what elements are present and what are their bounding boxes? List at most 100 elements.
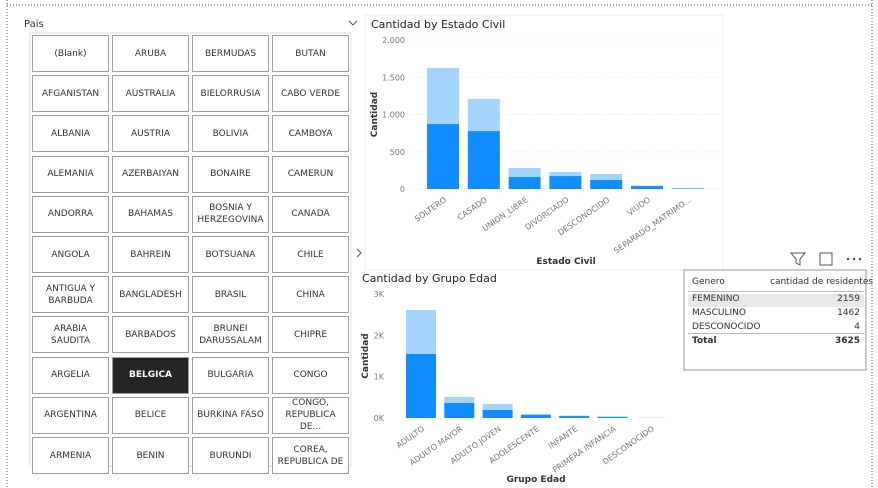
bar — [520, 413, 551, 415]
table-cell: MASCULINO — [692, 308, 746, 318]
slicer-item[interactable]: BOSNIA Y HERZEGOVINA — [192, 195, 269, 233]
slicer-item[interactable]: ARMENIA — [32, 437, 109, 474]
bar — [508, 167, 541, 178]
slicer-item[interactable]: AUSTRIA — [112, 115, 189, 153]
slicer-item[interactable]: ANTIGUA Y BARBUDA — [32, 276, 109, 314]
chart-title: Cantidad by Estado Civil — [371, 18, 505, 31]
bar — [590, 179, 623, 189]
slicer-item[interactable]: BELICE — [112, 396, 189, 434]
table-row: MASCULINO 1462 — [688, 308, 864, 321]
slicer-item[interactable]: BRASIL — [192, 276, 269, 314]
slicer-item[interactable]: COREA, REPUBLICA DE — [272, 437, 349, 474]
table-cell: FEMENINO — [692, 294, 740, 304]
slicer-dropdown[interactable] — [348, 20, 358, 26]
slicer-item[interactable]: CAMBOYA — [272, 115, 349, 153]
slicer-item[interactable]: ARUBA — [112, 35, 189, 72]
bar — [406, 309, 436, 355]
slicer-item[interactable]: ARGELIA — [32, 356, 109, 394]
slicer-item[interactable]: ANGOLA — [32, 236, 109, 273]
x-tick-label: UNION_LIBRE — [481, 195, 530, 233]
table-box — [683, 269, 867, 371]
slicer-item[interactable]: BURKINA FASO — [192, 396, 269, 434]
table-row: FEMENINO 2159 — [688, 294, 864, 307]
x-tick-label: SEPARADO_MATRIMO... — [612, 195, 693, 255]
scroll-arrow[interactable] — [356, 248, 362, 258]
table-header: Genero — [692, 277, 725, 287]
slicer-item[interactable]: BRUNEI DARUSSALAM — [192, 316, 269, 354]
slicer-item[interactable]: CHILE — [272, 236, 349, 273]
slicer-item[interactable]: CONGO — [272, 356, 349, 394]
y-tick-label: 3K — [374, 290, 385, 299]
bar — [482, 409, 513, 418]
y-tick-label: 2.000 — [382, 36, 405, 45]
slicer-item[interactable]: AFGANISTAN — [32, 75, 109, 113]
x-axis-label: Estado Civil — [536, 257, 595, 267]
table-cell: 3625 — [834, 336, 860, 346]
bar — [444, 397, 475, 403]
slicer-item[interactable]: CHIPRE — [272, 316, 349, 354]
bar — [482, 403, 513, 410]
table-row: Total 3625 — [688, 336, 864, 349]
bar — [590, 174, 623, 180]
x-axis-label: Grupo Edad — [506, 475, 565, 485]
slicer-item[interactable]: AZERBAIYAN — [112, 155, 189, 193]
slicer-item[interactable]: ALEMANIA — [32, 155, 109, 193]
filter-icon[interactable] — [789, 252, 807, 266]
y-tick-label: 0K — [374, 414, 385, 423]
slicer-item[interactable]: CABO VERDE — [272, 75, 349, 113]
bar — [406, 354, 436, 418]
slicer-item[interactable]: ARABIA SAUDITA — [32, 316, 109, 354]
slicer-item[interactable]: BIELORRUSIA — [192, 75, 269, 113]
slicer-item[interactable]: ANDORRA — [32, 195, 109, 233]
slicer-item[interactable]: BOTSUANA — [192, 236, 269, 273]
chart-title: Cantidad by Grupo Edad — [362, 272, 497, 285]
slicer-item[interactable]: BANGLADESH — [112, 276, 189, 314]
bar — [549, 176, 582, 189]
x-tick-label: SOLTERO — [413, 195, 448, 223]
table-header: cantidad de residentes — [770, 277, 874, 287]
slicer-item[interactable]: CAMERUN — [272, 155, 349, 193]
header-rule — [688, 291, 864, 292]
y-axis-label: Cantidad — [370, 92, 380, 137]
bar — [508, 177, 541, 189]
slicer-item[interactable]: BELGICA — [112, 356, 189, 394]
bar — [427, 68, 459, 125]
slicer-item[interactable]: CHINA — [272, 276, 349, 314]
y-tick-label: 1K — [374, 373, 385, 382]
y-axis-label: Cantidad — [361, 333, 371, 378]
slicer-item[interactable]: BURUNDI — [192, 437, 269, 474]
focus-icon[interactable] — [819, 252, 833, 266]
more-icon[interactable] — [846, 257, 862, 261]
table-row: DESCONOCIDO 4 — [688, 322, 864, 335]
bar — [631, 186, 663, 189]
slicer-item[interactable]: AUSTRALIA — [112, 75, 189, 113]
slicer-title: Pais — [24, 19, 44, 30]
slicer-item[interactable]: BARBADOS — [112, 316, 189, 354]
slicer-item[interactable]: BUTAN — [272, 35, 349, 72]
slicer-item[interactable]: BOLIVIA — [192, 115, 269, 153]
x-tick-label: ADULTO — [395, 424, 426, 450]
x-tick-label: VIUDO — [626, 195, 653, 217]
slicer-item[interactable]: CANADA — [272, 195, 349, 233]
bar — [427, 124, 459, 189]
slicer-item[interactable]: ALBANIA — [32, 115, 109, 153]
total-rule — [688, 333, 864, 334]
table-cell: Total — [692, 336, 717, 346]
bar — [549, 172, 582, 177]
bar — [467, 99, 500, 132]
slicer-item[interactable]: CONGO, REPUBLICA DE... — [272, 396, 349, 434]
bar — [559, 416, 590, 418]
table-cell: 1462 — [837, 308, 860, 318]
slicer-item[interactable]: BONAIRE — [192, 155, 269, 193]
slicer-item[interactable]: BERMUDAS — [192, 35, 269, 72]
slicer-item[interactable]: BAHREIN — [112, 236, 189, 273]
y-tick-label: 2K — [374, 331, 385, 340]
slicer-item[interactable]: (Blank) — [32, 35, 109, 72]
x-tick-label: PRIMERA INFANCIA — [551, 424, 618, 475]
slicer-item[interactable]: ARGENTINA — [32, 396, 109, 434]
bar — [597, 416, 628, 418]
slicer-item[interactable]: BULGARIA — [192, 356, 269, 394]
slicer-item[interactable]: BENIN — [112, 437, 189, 474]
slicer-item[interactable]: BAHAMAS — [112, 195, 189, 233]
y-tick-label: 1.500 — [382, 73, 405, 82]
